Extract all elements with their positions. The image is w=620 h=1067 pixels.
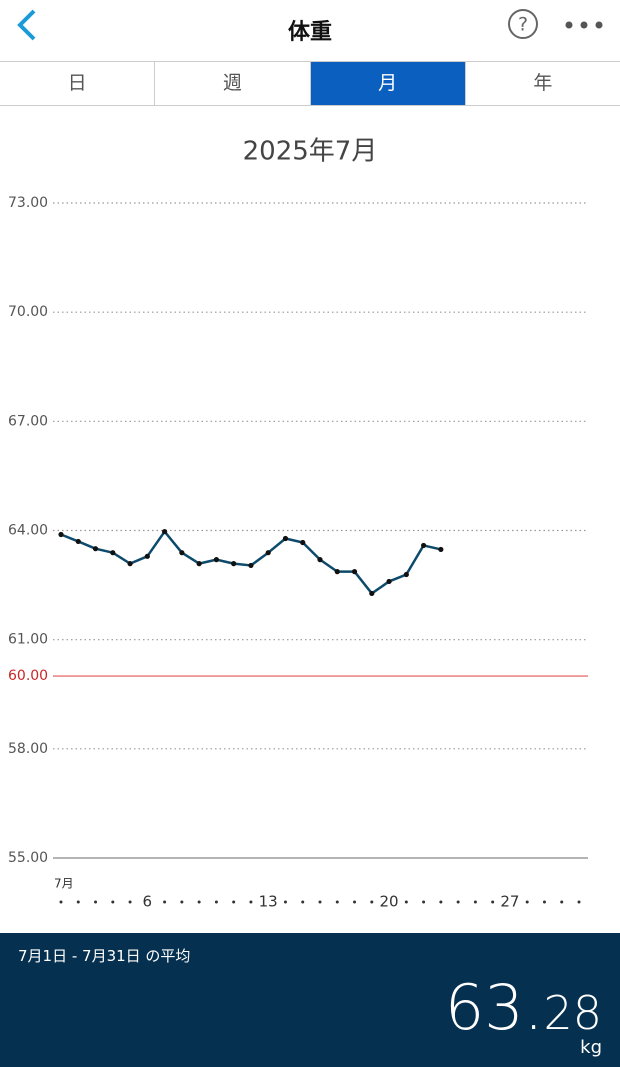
y-tick-label: 73.00	[8, 195, 48, 211]
average-decimal: 28	[543, 986, 602, 1040]
header-title: 体重	[287, 20, 332, 45]
header: ? 体重	[0, 0, 620, 60]
header-icons: ?	[17, 9, 603, 41]
y-tick-label: 58.00	[8, 741, 48, 757]
day-dot	[76, 900, 80, 904]
day-dot	[94, 900, 98, 904]
average-main: 63.	[444, 971, 544, 1044]
weight-point	[300, 539, 306, 546]
day-dot	[301, 900, 305, 904]
tab-bar: 日 週月年	[0, 61, 620, 106]
chart: 2025年7月 73.00 70.00 67.00 64.00 61.00 58.00 55…	[8, 137, 588, 911]
day-dot	[111, 900, 115, 904]
weight-point	[317, 557, 323, 563]
day-dot	[577, 900, 581, 904]
y-tick-label: 67.00	[8, 413, 48, 429]
weight-point	[248, 562, 254, 569]
unit-label: kg	[580, 1037, 602, 1058]
day-dot	[197, 900, 201, 904]
day-dot	[542, 900, 546, 904]
day-dot	[318, 900, 322, 904]
weight-point	[282, 535, 289, 542]
chart-title: 2025年7月	[243, 137, 378, 167]
day-dot	[370, 900, 374, 904]
y-tick-label: 70.00	[8, 304, 48, 320]
weight-point	[438, 546, 444, 553]
x-month-label: 7月	[54, 877, 74, 891]
day-dot	[473, 900, 477, 904]
day-dot	[353, 900, 357, 904]
weight-point	[265, 550, 271, 556]
weight-point	[144, 553, 150, 559]
help-button[interactable]: ?	[508, 9, 538, 39]
x-tick-label: 27	[500, 893, 519, 911]
tab[interactable]: 月	[309, 62, 465, 105]
svg-text:?: ?	[518, 14, 528, 36]
day-dot	[456, 900, 460, 904]
weight-point	[162, 528, 168, 535]
period-label: 7月1日 - 7月31日 の平均	[18, 947, 191, 965]
weight-point	[196, 561, 202, 567]
weight-line	[60, 530, 442, 595]
y-tick-label: 61.00	[8, 632, 48, 648]
x-tick-label: 6	[143, 893, 153, 911]
weight-point	[92, 546, 99, 552]
day-dot	[283, 900, 287, 904]
day-dot	[422, 900, 426, 904]
y-tick-label: 64.00	[8, 523, 48, 539]
day-dot	[249, 900, 253, 904]
more-button[interactable]	[565, 21, 603, 29]
weight-point	[334, 569, 340, 575]
day-dot	[439, 900, 443, 904]
day-dot	[525, 900, 529, 904]
y-tick-label: 55.00	[8, 850, 48, 866]
weight-point	[58, 531, 64, 538]
day-dot	[491, 900, 495, 904]
weight-point	[110, 550, 116, 556]
summary-footer: 7月1日 - 7月31日 の平均 63.28 kg	[0, 933, 620, 1067]
tab[interactable]: 日	[67, 72, 87, 94]
tab[interactable]: 週	[154, 62, 309, 105]
x-tick-label: 13	[259, 893, 278, 911]
tab[interactable]: 年	[464, 62, 620, 105]
weight-point	[179, 550, 185, 556]
day-dot	[180, 900, 184, 904]
weight-point	[369, 590, 375, 597]
weight-point	[231, 561, 237, 567]
day-dot	[335, 900, 339, 904]
day-dot	[560, 900, 564, 904]
weight-point	[351, 569, 358, 575]
weight-point	[403, 571, 409, 578]
x-tick-label: 20	[380, 893, 399, 911]
weight-point	[75, 538, 81, 545]
day-dot	[128, 900, 132, 904]
day-dot	[163, 900, 167, 904]
day-dot	[232, 900, 236, 904]
day-dot	[404, 900, 408, 904]
day-dot	[59, 900, 63, 904]
average-value: 63.28	[445, 971, 602, 1044]
day-dot	[214, 900, 218, 904]
back-button[interactable]	[17, 9, 36, 41]
weight-point	[213, 557, 219, 563]
weight-point	[386, 578, 392, 585]
weight-point	[127, 561, 133, 567]
weight-point	[421, 542, 427, 549]
target-label: 60.00	[8, 668, 48, 684]
